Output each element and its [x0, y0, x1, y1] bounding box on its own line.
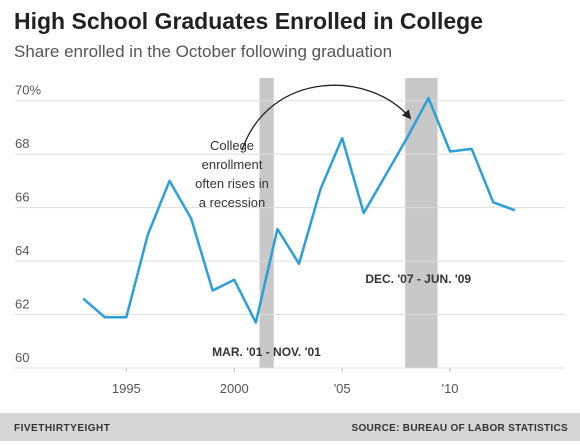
x-tick-label: '05	[334, 381, 351, 396]
y-tick-label: 62	[15, 297, 29, 312]
recession-label: MAR. '01 - NOV. '01	[212, 345, 321, 359]
x-tick-label: 2000	[220, 381, 249, 396]
recession-band	[259, 78, 274, 368]
recession-band	[405, 78, 438, 368]
annotation-arrow	[241, 84, 412, 151]
chart-subtitle: Share enrolled in the October following …	[14, 42, 392, 61]
footer	[0, 413, 580, 441]
chart-title: High School Graduates Enrolled in Colleg…	[14, 8, 483, 34]
y-tick-label: 70%	[15, 83, 41, 98]
x-tick-label: '10	[442, 381, 459, 396]
y-tick-label: 64	[15, 243, 29, 258]
y-tick-label: 60	[15, 350, 29, 365]
x-tick-label: 1995	[112, 381, 141, 396]
brand: FIVETHIRTYEIGHT	[14, 423, 110, 434]
annotation-text: often rises in	[195, 176, 269, 191]
annotation-text: enrollment	[202, 157, 263, 172]
recession-label: DEC. '07 - JUN. '09	[365, 272, 471, 286]
y-tick-label: 66	[15, 190, 29, 205]
annotation-text: a recession	[199, 195, 265, 210]
annotation-text: College	[210, 138, 254, 153]
data-line	[82, 96, 516, 324]
source: SOURCE: BUREAU OF LABOR STATISTICS	[352, 423, 569, 434]
y-tick-label: 68	[15, 136, 29, 151]
